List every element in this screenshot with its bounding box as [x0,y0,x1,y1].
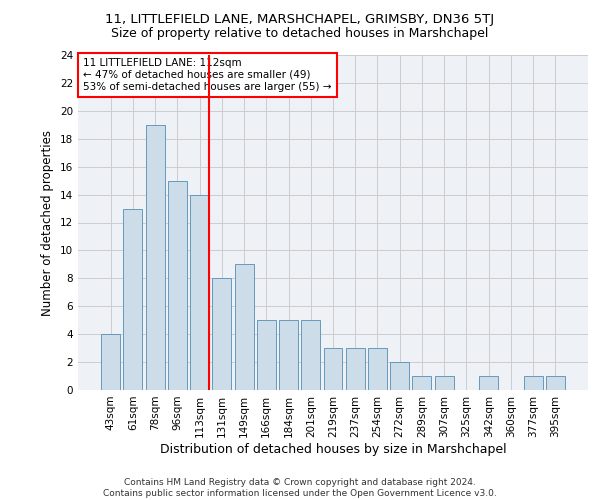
X-axis label: Distribution of detached houses by size in Marshchapel: Distribution of detached houses by size … [160,442,506,456]
Bar [546,376,565,390]
Bar [168,180,187,390]
Bar [257,320,276,390]
Bar [412,376,431,390]
Bar [190,194,209,390]
Bar [301,320,320,390]
Bar [346,348,365,390]
Y-axis label: Number of detached properties: Number of detached properties [41,130,55,316]
Bar [390,362,409,390]
Bar [479,376,498,390]
Bar [323,348,343,390]
Bar [146,125,164,390]
Bar [212,278,231,390]
Bar [524,376,542,390]
Bar [435,376,454,390]
Text: 11 LITTLEFIELD LANE: 112sqm
← 47% of detached houses are smaller (49)
53% of sem: 11 LITTLEFIELD LANE: 112sqm ← 47% of det… [83,58,332,92]
Text: Size of property relative to detached houses in Marshchapel: Size of property relative to detached ho… [112,28,488,40]
Bar [235,264,254,390]
Text: Contains HM Land Registry data © Crown copyright and database right 2024.
Contai: Contains HM Land Registry data © Crown c… [103,478,497,498]
Bar [124,208,142,390]
Bar [368,348,387,390]
Text: 11, LITTLEFIELD LANE, MARSHCHAPEL, GRIMSBY, DN36 5TJ: 11, LITTLEFIELD LANE, MARSHCHAPEL, GRIMS… [106,12,494,26]
Bar [101,334,120,390]
Bar [279,320,298,390]
